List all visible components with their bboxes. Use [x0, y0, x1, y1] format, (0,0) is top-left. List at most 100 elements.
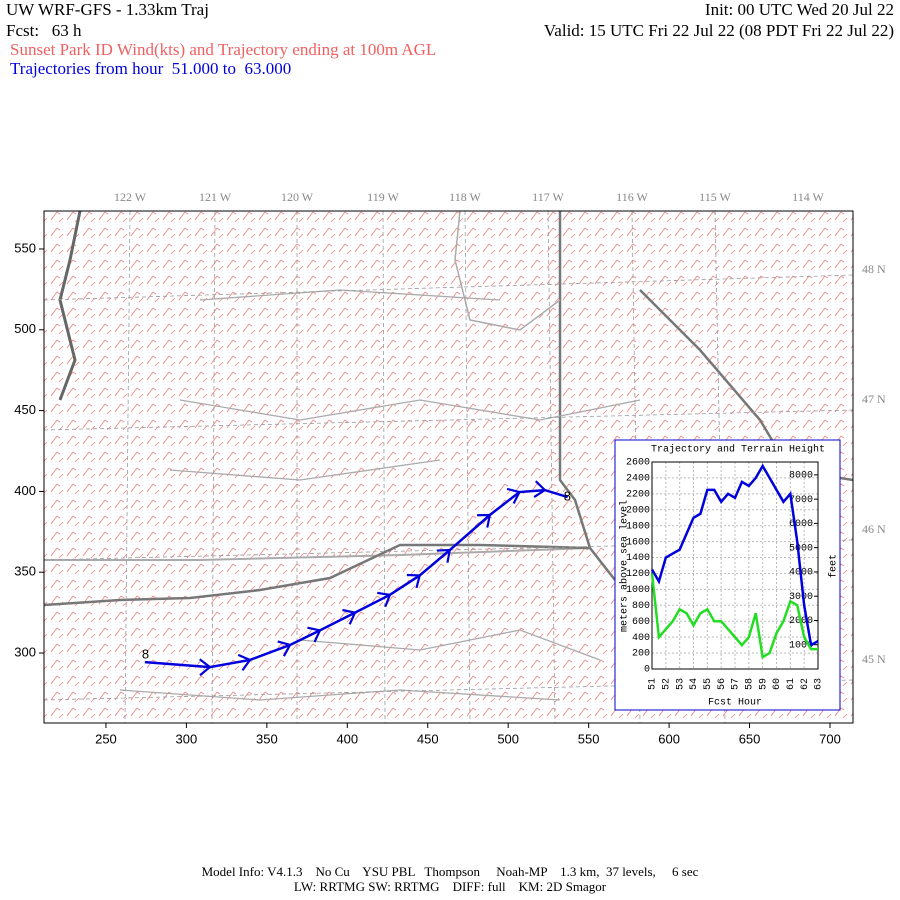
y-tick-label: 400 — [632, 633, 650, 644]
longitude-label: 118 W — [449, 190, 481, 204]
inset-chart: Trajectory and Terrain Height meters abo… — [614, 439, 841, 711]
x-tick-label: 51 — [648, 678, 659, 690]
y-tick-label: 1200 — [626, 569, 650, 580]
y-tick-label: 450 — [14, 402, 36, 417]
coastline — [58, 211, 82, 401]
plot-frame — [651, 461, 819, 670]
trajectory-range: Trajectories from hour 51.000 to 63.000 — [10, 59, 291, 78]
series-line — [650, 573, 818, 660]
inset-x-label: Fcst Hour — [708, 698, 762, 709]
y-tick-label: 550 — [14, 240, 36, 255]
x-tick-label: 60 — [772, 678, 783, 690]
y-tick-label: 1400 — [626, 553, 650, 564]
trajectory-arrow — [199, 658, 212, 677]
y-tick-label: 2000 — [626, 505, 650, 516]
x-tick-label: 62 — [800, 678, 811, 690]
x-tick-label: 54 — [689, 678, 700, 690]
inset-y2-label: feet — [828, 554, 840, 578]
trajectory-arrow — [533, 480, 547, 498]
county-line — [454, 211, 561, 331]
trajectory-arrow — [406, 573, 422, 589]
y-tick-label: 350 — [14, 564, 36, 579]
subtitle: Sunset Park ID Wind(kts) and Trajectory … — [10, 40, 436, 59]
longitude-label: 120 W — [281, 190, 314, 204]
inset-title: Trajectory and Terrain Height — [651, 444, 825, 456]
footer-line: LW: RRTMG SW: RRTMG DIFF: full KM: 2D Sm… — [294, 879, 607, 894]
series-line — [650, 463, 819, 648]
latitude-label: 46 N — [862, 522, 886, 536]
y-tick-label: 500 — [14, 321, 36, 336]
y-tick-label: 0 — [644, 665, 650, 676]
init-time: Init: 00 UTC Wed 20 Jul 22 — [705, 0, 894, 19]
forecast-hour: Fcst: 63 h — [6, 21, 82, 40]
trajectory-arrow — [237, 653, 252, 671]
x-tick-label: 63 — [814, 678, 825, 690]
x-tick-label: 300 — [176, 731, 198, 746]
latitude-label: 47 N — [862, 392, 886, 406]
trajectory-arrow — [277, 640, 292, 657]
trajectory-arrow — [477, 513, 492, 528]
y-tick-label: 1000 — [626, 585, 650, 596]
longitude-label: 119 W — [367, 190, 399, 204]
y-tick-label: 2200 — [626, 489, 650, 500]
map-frame — [43, 210, 854, 724]
trajectory-arrow — [506, 487, 522, 504]
trajectory-arrow — [377, 591, 392, 608]
latitude-label: 48 N — [862, 262, 886, 276]
y-tick-label: 300 — [14, 644, 36, 659]
y2-tick-label: 5000 — [789, 543, 813, 554]
x-tick-label: 59 — [758, 678, 769, 690]
state-border — [558, 211, 616, 581]
x-tick-label: 58 — [744, 678, 755, 690]
x-tick-label: 550 — [578, 731, 600, 746]
trajectory-arrow — [307, 626, 322, 643]
x-tick-label: 500 — [497, 731, 519, 746]
y-tick-label: 400 — [14, 483, 36, 498]
x-tick-label: 450 — [417, 731, 439, 746]
x-tick-label: 61 — [786, 678, 797, 690]
valid-time: Valid: 15 UTC Fri 22 Jul 22 (08 PDT Fri … — [544, 21, 894, 40]
lat-lon-grid — [44, 211, 853, 723]
longitude-label: 122 W — [114, 190, 147, 204]
footer-line: Model Info: V4.1.3 No Cu YSU PBL Thompso… — [202, 864, 699, 879]
x-tick-label: 57 — [731, 678, 742, 690]
latitude-label: 45 N — [862, 652, 886, 666]
inset-y-label: meters above sea level — [619, 500, 631, 632]
trajectory-arrow — [436, 548, 452, 563]
longitude-label: 116 W — [616, 190, 648, 204]
y2-tick-label: 8000 — [789, 471, 813, 482]
x-tick-label: 53 — [675, 678, 686, 690]
longitude-label: 117 W — [532, 190, 564, 204]
x-tick-label: 56 — [717, 678, 728, 690]
y2-tick-label: 1000 — [789, 640, 813, 651]
x-tick-label: 55 — [703, 678, 714, 690]
x-tick-label: 650 — [739, 731, 761, 746]
y-tick-label: 800 — [632, 601, 650, 612]
x-tick-label: 600 — [658, 731, 680, 746]
state-border — [44, 543, 591, 607]
longitude-label: 121 W — [199, 190, 232, 204]
y-tick-label: 1600 — [626, 537, 650, 548]
x-tick-label: 250 — [95, 731, 117, 746]
trajectory-arrow — [342, 608, 357, 625]
y-tick-label: 2400 — [626, 474, 650, 485]
y2-tick-label: 3000 — [789, 592, 813, 603]
x-tick-label: 350 — [256, 731, 278, 746]
y2-tick-label: 6000 — [789, 519, 813, 530]
trajectory-start-label: 8 — [142, 647, 149, 662]
x-tick-label: 700 — [819, 731, 841, 746]
y-tick-label: 200 — [632, 649, 650, 660]
longitude-label: 115 W — [699, 190, 731, 204]
y-tick-label: 600 — [632, 617, 650, 628]
title: UW WRF-GFS - 1.33km Traj — [6, 0, 209, 19]
longitude-label: 114 W — [792, 190, 824, 204]
y2-tick-label: 7000 — [789, 495, 813, 506]
county-line — [119, 289, 641, 701]
y-tick-label: 1800 — [626, 521, 650, 532]
x-tick-label: 400 — [336, 731, 358, 746]
trajectory-end-label: 8 — [564, 488, 571, 503]
county-line — [44, 547, 591, 561]
x-tick-label: 52 — [661, 678, 672, 690]
y-tick-label: 2600 — [626, 458, 650, 469]
